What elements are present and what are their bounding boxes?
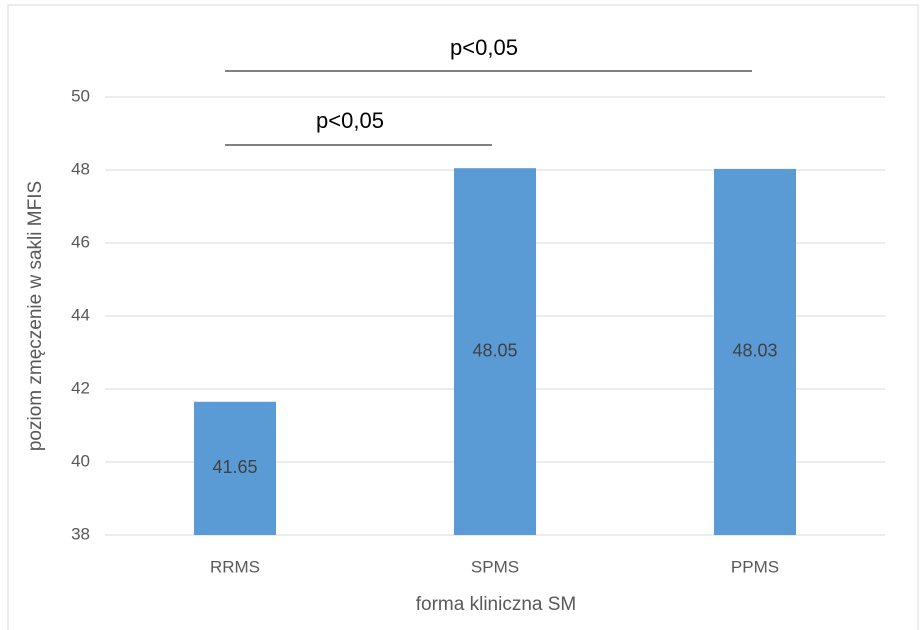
bar [194,401,276,535]
data-label: 41.65 [212,457,257,477]
y-tick-label: 38 [71,524,90,543]
bar [454,168,536,536]
annotation: p<0,05 [450,35,518,60]
data-label: 48.03 [732,341,777,361]
x-tick-label: SPMS [471,557,519,576]
y-tick-label: 50 [71,86,90,105]
x-tick-label: PPMS [731,557,779,576]
y-tick-label: 40 [71,451,90,470]
y-tick-label: 48 [71,159,90,178]
y-tick-label: 42 [71,378,90,397]
x-tick-label: RRMS [210,557,260,576]
x-axis-label: forma kliniczna SM [416,594,577,615]
annotation: p<0,05 [316,108,384,133]
bar [714,168,796,535]
y-tick-label: 44 [71,305,90,324]
y-tick-label: 46 [71,232,90,251]
y-axis-label: poziom zmęczenie w sakli MFIS [25,181,46,451]
data-label: 48.05 [472,340,517,360]
